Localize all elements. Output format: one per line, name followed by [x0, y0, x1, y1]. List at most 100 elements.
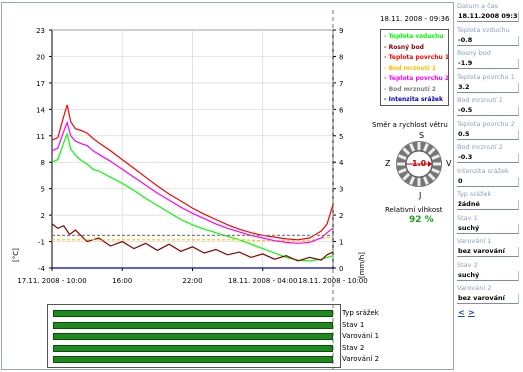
- y-tick-label: 14: [36, 106, 45, 114]
- sidebar-value: -0.8: [457, 35, 519, 46]
- wind-east-label: V: [446, 159, 452, 168]
- legend-dash: -: [384, 64, 389, 72]
- status-bar: [53, 356, 333, 363]
- sidebar-label: Datum a čas: [457, 2, 499, 10]
- sidebar-value: -0.5: [457, 106, 519, 116]
- wind-rose-segment: [398, 154, 407, 161]
- sidebar-value: bez varování: [457, 294, 519, 304]
- wind-rose-segment: [398, 167, 407, 174]
- x-tick-label: 16:00: [112, 277, 132, 285]
- y-tick-label: 17: [36, 80, 45, 88]
- wind-rose-segment: [402, 172, 411, 181]
- y-right-tick-label: 8: [339, 53, 343, 61]
- y-tick-label: 8: [41, 159, 45, 167]
- legend-label: Rosný bod: [388, 43, 424, 51]
- status-label: Stav 1: [342, 320, 365, 329]
- series-line: [51, 132, 334, 262]
- status-label: Typ srážek: [342, 309, 379, 317]
- sidebar-value: 18.11.2008 09:36: [457, 12, 519, 22]
- status-bar: [53, 333, 333, 340]
- legend-dash: -: [384, 85, 389, 93]
- wind-rose-segment: [422, 143, 429, 152]
- chart-legend: - Teplota vzduchu - Rosný bod - Teplota po…: [380, 29, 449, 106]
- y-tick-label: 20: [36, 53, 45, 61]
- wind-rose-segment: [427, 172, 436, 181]
- wind-title: Směr a rychlost větru: [372, 121, 448, 129]
- legend-label: Teplota povrchu 1: [388, 54, 450, 61]
- sidebar: Datum a čas 18.11.2008 09:36 Teplota vzduc…: [457, 2, 521, 322]
- wind-rose-icon: [396, 141, 442, 187]
- legend-item: - Bod mrznutí 2: [384, 86, 436, 93]
- wind-south-label: J: [419, 191, 422, 200]
- x-tick-label: 22:00: [182, 277, 202, 285]
- legend-item: - Teplota vzduchu: [384, 33, 444, 40]
- sidebar-label: Teplota povrchu 2: [457, 119, 515, 128]
- prev-link[interactable]: <: [458, 308, 465, 317]
- sidebar-value: -1.9: [457, 59, 519, 69]
- next-link[interactable]: >: [468, 308, 475, 317]
- sidebar-label: Teplota povrchu 1: [457, 72, 515, 81]
- sidebar-label: Varování 1: [457, 237, 492, 245]
- legend-item: - Rosný bod: [384, 44, 424, 51]
- status-frame: [47, 304, 341, 368]
- y-right-tick-label: 4: [339, 159, 344, 167]
- status-label: Varování 2: [342, 355, 380, 363]
- wind-north-label: S: [419, 131, 425, 140]
- sidebar-label: Teplota vzduchu: [457, 25, 510, 34]
- y-right-tick-label: 9: [339, 27, 343, 35]
- status-bar: [53, 344, 333, 352]
- series-line: [51, 104, 334, 241]
- sidebar-label: Varování 2: [457, 284, 492, 292]
- sidebar-label: Bod mrznutí 2: [457, 143, 503, 151]
- legend-dash: -: [384, 43, 389, 51]
- sidebar-label: Typ srážek: [457, 190, 492, 198]
- y-tick-label: 11: [36, 133, 45, 141]
- series-line: [51, 120, 334, 244]
- legend-dash: -: [384, 33, 389, 40]
- sidebar-label: Stav 1: [457, 213, 478, 222]
- status-label: Stav 2: [342, 343, 365, 352]
- wind-rose-segment: [409, 143, 416, 152]
- y-tick-label: -1: [38, 239, 45, 247]
- series-line: [51, 223, 334, 262]
- wind-rose-segment: [402, 147, 411, 156]
- sidebar-value: 0.5: [457, 129, 519, 140]
- y-tick-label: -4: [38, 265, 46, 273]
- y-tick-label: 23: [36, 27, 45, 35]
- y-axis-title: [°C]: [12, 248, 20, 262]
- sidebar-label: Rosný bod: [457, 49, 491, 57]
- y-right-tick-label: 7: [339, 80, 343, 88]
- series-line: [52, 236, 334, 242]
- wind-speed-value: 1.0: [412, 159, 427, 168]
- legend-label: Bod mrznutí 2: [388, 85, 437, 93]
- legend-label: Teplota povrchu 2: [388, 75, 450, 82]
- y-right-tick-label: 2: [339, 212, 343, 220]
- wind-rose-segment: [427, 147, 436, 156]
- legend-dash: -: [384, 96, 389, 103]
- sidebar-label: Bod mrznutí 1: [457, 96, 503, 104]
- legend-item: - Bod mrznutí 1: [384, 65, 436, 72]
- y-right-tick-label: 5: [339, 133, 343, 141]
- x-tick-label: 17.11. 2008 - 10:00: [17, 277, 86, 285]
- legend-dash: -: [384, 54, 389, 61]
- y-tick-label: 2: [41, 212, 45, 220]
- y-right-axis-title: [mm/h]: [358, 252, 366, 278]
- legend-label: Teplota vzduchu: [388, 33, 444, 40]
- wind-rose-segment: [431, 154, 440, 161]
- sidebar-value: -0.3: [457, 153, 519, 163]
- wind-arrow-head: [428, 161, 432, 167]
- sidebar-value: 3.2: [457, 82, 519, 93]
- y-right-tick-label: 3: [339, 186, 343, 194]
- wind-west-label: Z: [385, 159, 391, 168]
- humidity-value: 92 %: [409, 215, 434, 225]
- sidebar-label: Intenzita srážek: [457, 166, 509, 175]
- sidebar-label: Stav 2: [457, 260, 478, 269]
- legend-item: - Intenzita srážek: [384, 96, 443, 103]
- y-right-tick-label: 6: [339, 106, 344, 114]
- sidebar-value: 0: [457, 176, 519, 187]
- timestamp-label: 18.11. 2008 - 09:36: [380, 15, 450, 23]
- status-label: Varování 1: [342, 332, 380, 340]
- legend-item: - Teplota povrchu 1: [384, 54, 449, 61]
- wind-rose-segment: [409, 176, 416, 185]
